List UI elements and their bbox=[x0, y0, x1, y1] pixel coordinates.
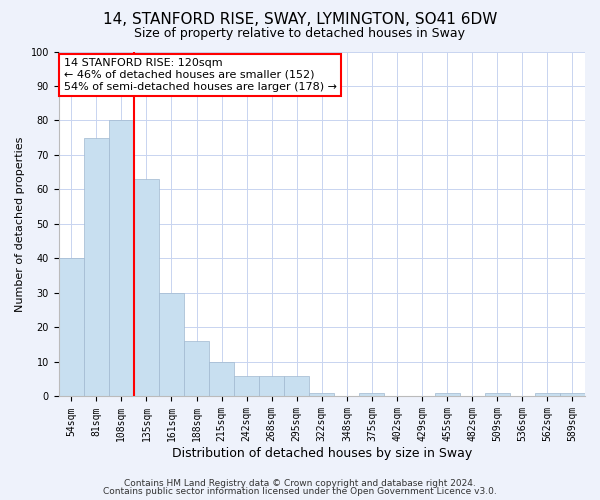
Bar bbox=[184, 342, 209, 396]
Text: Contains HM Land Registry data © Crown copyright and database right 2024.: Contains HM Land Registry data © Crown c… bbox=[124, 478, 476, 488]
Bar bbox=[159, 293, 184, 397]
Text: 14 STANFORD RISE: 120sqm
← 46% of detached houses are smaller (152)
54% of semi-: 14 STANFORD RISE: 120sqm ← 46% of detach… bbox=[64, 58, 337, 92]
Bar bbox=[485, 393, 510, 396]
Bar bbox=[560, 393, 585, 396]
Bar bbox=[284, 376, 309, 396]
Text: 14, STANFORD RISE, SWAY, LYMINGTON, SO41 6DW: 14, STANFORD RISE, SWAY, LYMINGTON, SO41… bbox=[103, 12, 497, 28]
Bar bbox=[359, 393, 385, 396]
Bar bbox=[209, 362, 234, 396]
Text: Size of property relative to detached houses in Sway: Size of property relative to detached ho… bbox=[134, 28, 466, 40]
Bar bbox=[535, 393, 560, 396]
Bar bbox=[309, 393, 334, 396]
Bar bbox=[134, 179, 159, 396]
X-axis label: Distribution of detached houses by size in Sway: Distribution of detached houses by size … bbox=[172, 447, 472, 460]
Bar bbox=[109, 120, 134, 396]
Bar bbox=[259, 376, 284, 396]
Bar bbox=[59, 258, 84, 396]
Bar bbox=[84, 138, 109, 396]
Bar bbox=[234, 376, 259, 396]
Bar bbox=[434, 393, 460, 396]
Y-axis label: Number of detached properties: Number of detached properties bbox=[15, 136, 25, 312]
Text: Contains public sector information licensed under the Open Government Licence v3: Contains public sector information licen… bbox=[103, 487, 497, 496]
